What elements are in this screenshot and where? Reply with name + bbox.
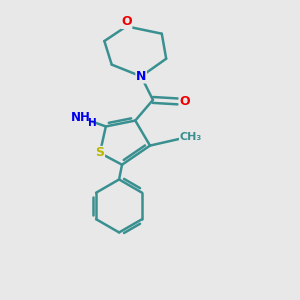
Text: O: O bbox=[179, 95, 190, 108]
Text: O: O bbox=[121, 15, 132, 28]
Text: NH: NH bbox=[71, 111, 91, 124]
Text: N: N bbox=[136, 70, 146, 83]
Text: CH₃: CH₃ bbox=[179, 132, 202, 142]
Text: S: S bbox=[95, 146, 104, 159]
Text: H: H bbox=[88, 118, 96, 128]
